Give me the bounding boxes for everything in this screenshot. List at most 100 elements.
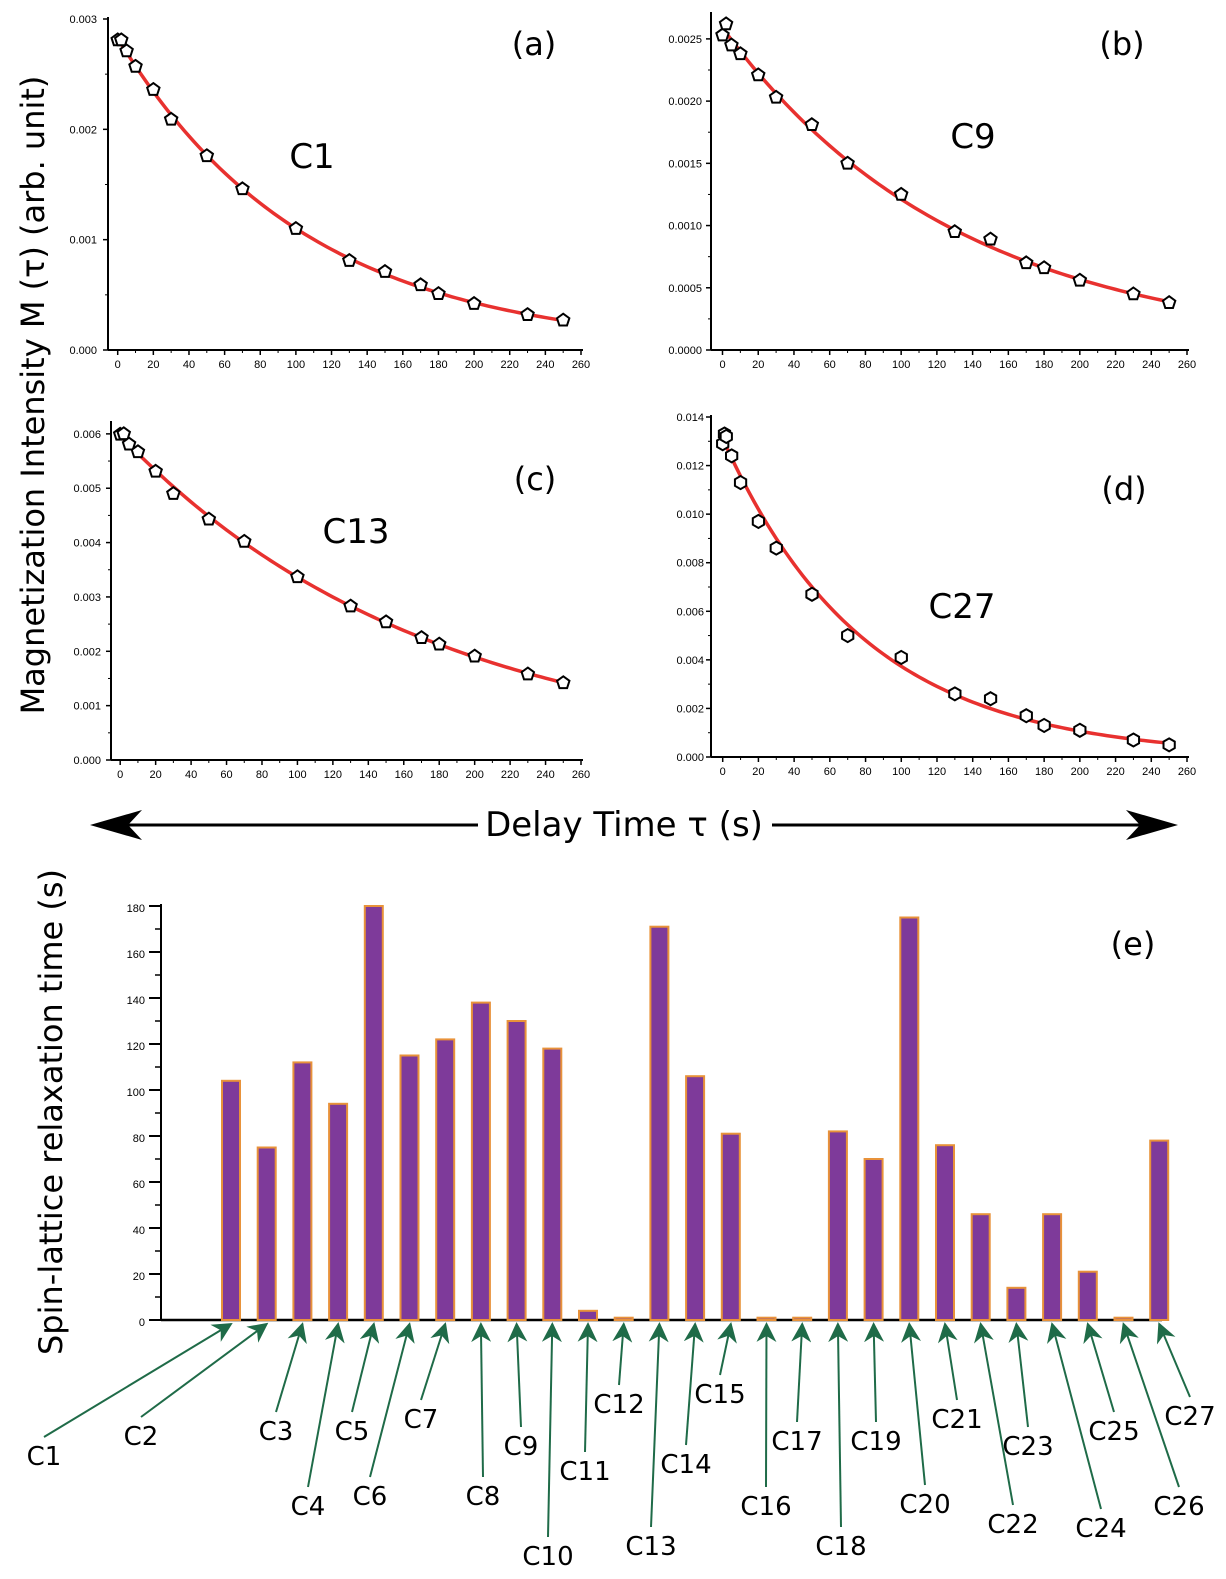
category-label: C20 <box>899 1490 950 1520</box>
category-pointer <box>1119 1322 1180 1488</box>
y-tick-label: 0.006 <box>676 606 704 618</box>
shared-x-label: Delay Time τ (s) <box>485 805 763 845</box>
data-point <box>377 263 393 278</box>
category-label: C1 <box>27 1442 62 1472</box>
y-tick-label: 0.005 <box>73 483 101 495</box>
data-point <box>116 426 132 441</box>
data-point <box>520 306 535 321</box>
bar <box>970 1213 991 1321</box>
panel-tag: (c) <box>514 460 557 498</box>
data-point <box>1018 255 1034 270</box>
bar <box>1113 1316 1134 1321</box>
data-point <box>163 111 179 126</box>
panel-c-scatter: 0 20 40 60 80 100 120 140 160 180 200 220 240 260 0.00… <box>73 421 590 781</box>
data-point <box>894 649 908 666</box>
category-pointer <box>369 1322 415 1478</box>
data-point <box>343 598 358 613</box>
y-tick-label: 0.002 <box>676 703 704 715</box>
data-point <box>166 485 181 500</box>
category-label: C6 <box>353 1482 388 1512</box>
category-pointer <box>791 1322 812 1423</box>
data-point <box>948 686 962 702</box>
data-point <box>130 444 146 459</box>
data-point <box>841 627 855 644</box>
x-tick-label: 60 <box>824 359 836 371</box>
y-tick-label: 0.008 <box>676 558 704 570</box>
category-label: C2 <box>124 1422 159 1452</box>
x-tick-label: 160 <box>394 359 412 371</box>
panel-tag: (d) <box>1101 470 1146 508</box>
bar <box>221 1079 241 1322</box>
x-tick-label: 100 <box>892 359 910 371</box>
data-point <box>128 58 143 73</box>
data-point <box>804 117 820 132</box>
data-point <box>715 27 730 42</box>
data-point <box>1161 294 1177 309</box>
x-tick-label: 180 <box>1035 359 1053 371</box>
category-pointer <box>275 1322 307 1413</box>
category-label: C12 <box>593 1390 644 1420</box>
data-point <box>725 448 739 464</box>
fit-curve <box>116 37 564 323</box>
bar <box>363 905 384 1321</box>
panel-e-bar-chart: 0 20 40 60 80 100 120 140 160 180 Spin-lattice rel… <box>27 869 1216 1572</box>
category-pointer <box>140 1322 269 1418</box>
fit-curve <box>721 26 1170 304</box>
bar <box>756 1316 777 1321</box>
category-label: C11 <box>559 1457 610 1487</box>
data-point <box>805 586 819 602</box>
category-label: C13 <box>625 1532 676 1562</box>
category-label: C24 <box>1075 1514 1126 1544</box>
x-tick-label: 120 <box>324 769 342 781</box>
y-tick-label: 0.012 <box>676 461 704 473</box>
x-tick-label: 0 <box>719 359 725 371</box>
y-tick-label: 80 <box>133 1133 145 1145</box>
category-label: C17 <box>771 1427 822 1457</box>
category-pointer <box>612 1322 633 1386</box>
bar <box>899 916 920 1321</box>
x-tick-label: 200 <box>465 769 483 781</box>
category-label: C3 <box>259 1417 294 1447</box>
bar <box>542 1047 563 1321</box>
y-tick-label: 0.002 <box>73 646 101 658</box>
bar <box>435 1038 456 1322</box>
y-tick-label: 0.014 <box>676 412 704 424</box>
bar <box>792 1316 813 1321</box>
x-tick-label: 80 <box>256 769 268 781</box>
category-pointer <box>717 1322 737 1376</box>
data-point <box>235 181 250 196</box>
data-point <box>119 43 134 58</box>
panel-tag: (e) <box>1111 925 1156 963</box>
data-point <box>724 37 739 52</box>
category-pointer <box>648 1322 669 1528</box>
x-tick-label: 200 <box>465 359 483 371</box>
x-tick-label: 260 <box>572 769 590 781</box>
data-point <box>733 46 748 61</box>
x-tick-label: 0 <box>720 766 726 778</box>
category-pointer <box>1008 1322 1029 1428</box>
x-tick-label: 160 <box>999 359 1017 371</box>
category-pointer <box>864 1322 885 1423</box>
data-point <box>947 224 963 239</box>
x-tick-label: 180 <box>1035 766 1053 778</box>
category-pointer <box>577 1322 598 1453</box>
data-point <box>378 614 394 629</box>
x-tick-label: 20 <box>150 769 162 781</box>
x-tick-label: 160 <box>395 769 413 781</box>
y-tick-label: 180 <box>127 903 145 915</box>
bar <box>720 1132 741 1321</box>
category-pointer <box>541 1322 562 1538</box>
y-tick-label: 20 <box>133 1271 145 1283</box>
data-point <box>983 691 998 707</box>
panel-tag: (b) <box>1099 25 1144 63</box>
data-point <box>413 277 428 292</box>
x-tick-label: 120 <box>322 359 340 371</box>
right-arrow-head <box>1126 810 1178 840</box>
delay-time-axis-label: Delay Time τ (s) <box>90 805 1178 845</box>
category-pointer <box>1156 1322 1191 1398</box>
x-tick-label: 100 <box>288 769 306 781</box>
data-point <box>288 220 304 235</box>
category-label: C23 <box>1002 1432 1053 1462</box>
panel-d-scatter: 0 20 40 60 80 100 120 140 160 180 200 220 240 260 0.00… <box>676 412 1196 778</box>
category-label: C27 <box>1164 1402 1215 1432</box>
